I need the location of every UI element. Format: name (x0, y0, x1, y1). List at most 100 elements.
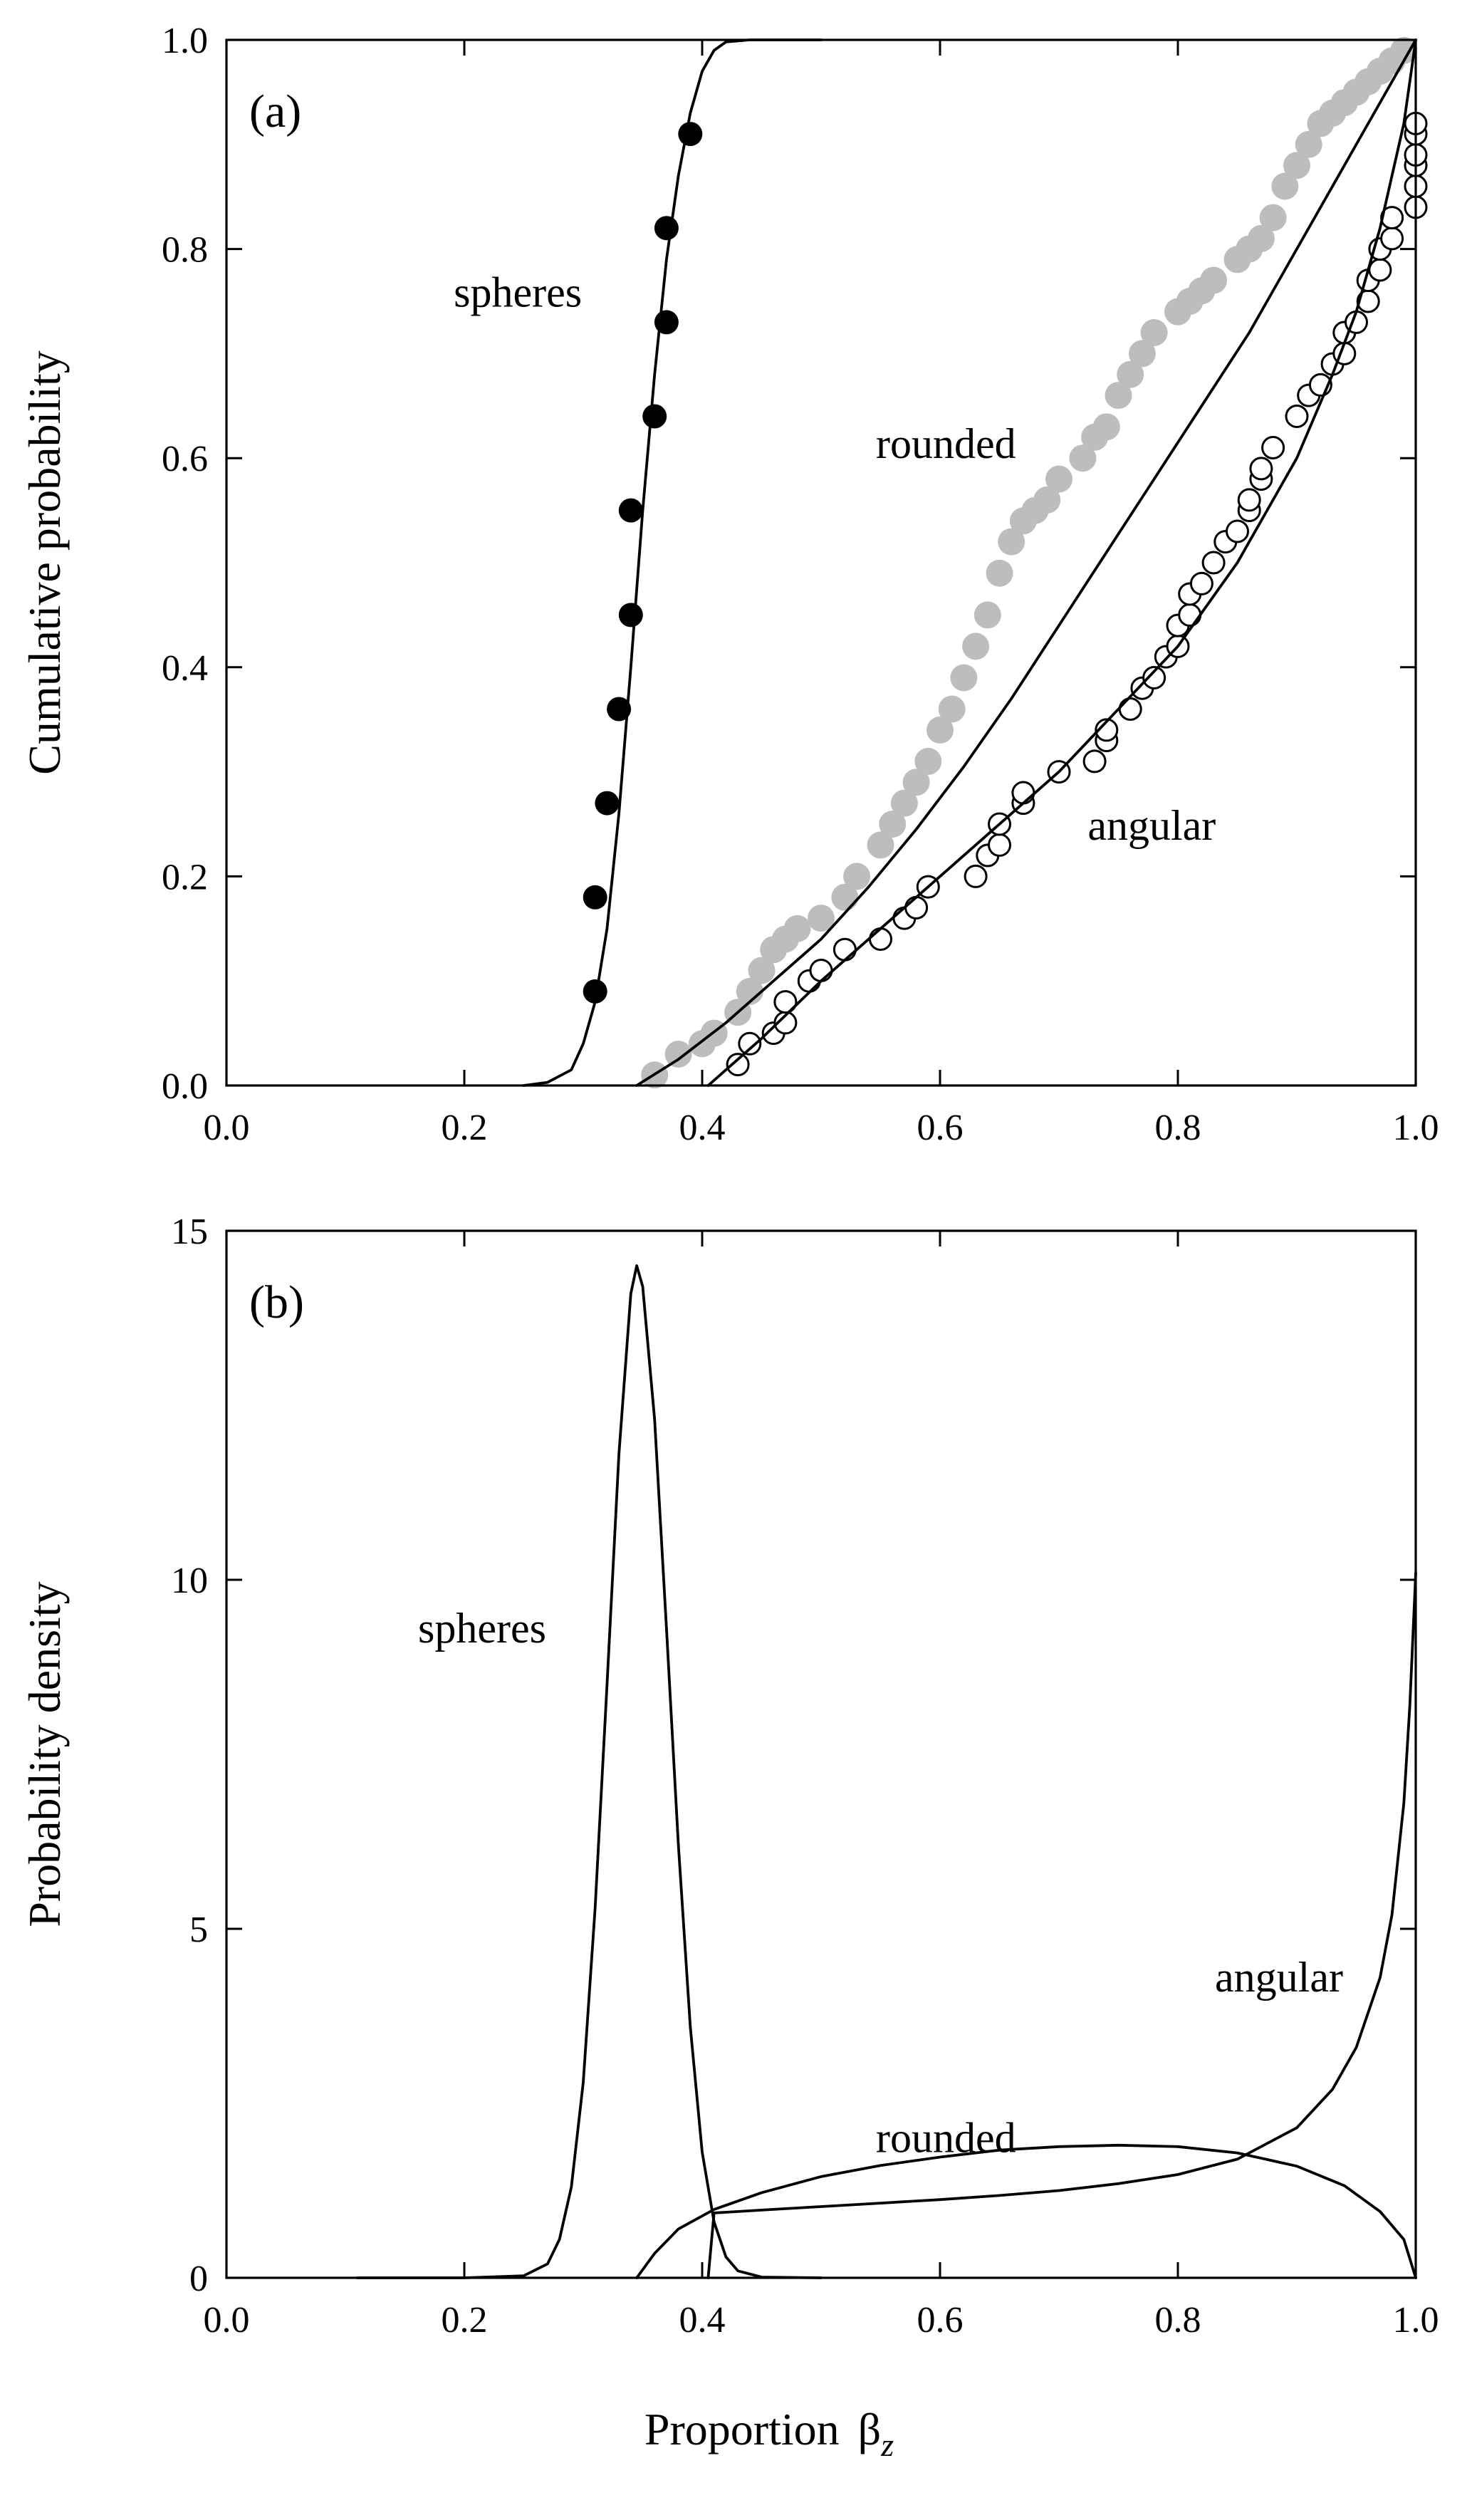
rounded-data-point (879, 811, 907, 838)
x-tick-label: 0.6 (917, 1108, 964, 1148)
spheres-fit-curve (522, 38, 823, 1087)
rounded-data-point (1033, 486, 1061, 514)
angular-data-point (869, 927, 892, 951)
rounded-data-point (664, 1041, 692, 1068)
spheres-density-curve (355, 1264, 823, 2279)
angular-data-point (1237, 488, 1261, 512)
panel-b-annotations: spheres rounded angular (418, 1605, 1343, 2161)
rounded-data-point (950, 664, 978, 692)
angular-data-point (773, 990, 798, 1014)
x-tick-label: 1.0 (1393, 1108, 1439, 1148)
y-tick-label: 0.6 (162, 439, 208, 479)
x-tick-label: 0.0 (204, 2300, 250, 2341)
panel-b-ticks: 0.0 0.2 0.4 0.6 0.8 1.0 0 5 10 15 (171, 1212, 1439, 2341)
x-tick-label: 0.2 (442, 1108, 488, 1148)
rounded-data-point (998, 528, 1025, 556)
rounded-data-point (902, 769, 930, 796)
rounded-data-point (748, 957, 776, 984)
y-tick-label: 15 (171, 1212, 208, 1252)
rounded-data-point (843, 863, 871, 890)
rounded-data-point (1128, 340, 1156, 368)
rounded-data-point (1295, 130, 1322, 158)
angular-data-point (1261, 436, 1285, 459)
rounded-data-point (1271, 172, 1299, 200)
y-tick-label: 0.8 (162, 230, 208, 271)
x-tick-label: 1.0 (1393, 2300, 1439, 2341)
rounded-data-point (962, 632, 990, 660)
panel-a-label: (a) (249, 85, 301, 137)
angular-data-point (1095, 718, 1119, 742)
panel-a-fit-curves (522, 38, 1417, 1087)
annotation-angular: angular (1215, 1954, 1343, 2001)
y-tick-label: 5 (189, 1910, 208, 1950)
panel-b-density-curves (355, 1264, 1417, 2279)
annotation-rounded: rounded (876, 2115, 1016, 2162)
angular-data-point (1178, 603, 1202, 627)
rounded-data-point (1283, 152, 1310, 179)
y-tick-label: 0.4 (162, 648, 208, 689)
rounded-data-point (890, 789, 918, 817)
panel-a-plot-frame (225, 38, 1417, 1087)
angular-data-point (1285, 405, 1309, 428)
angular-data-point (1201, 551, 1226, 575)
rounded-data-point (1259, 204, 1287, 231)
rounded-data-point (986, 559, 1013, 587)
panel-a-annotations: spheres rounded angular (454, 269, 1216, 849)
angular-data-point (1011, 781, 1035, 805)
rounded-data-point (1200, 266, 1228, 294)
rounded-data-point (973, 601, 1001, 629)
spheres-data-point (678, 122, 703, 147)
angular-data-point (1226, 519, 1249, 543)
x-tick-label: 0.4 (679, 1108, 726, 1148)
angular-data-point (726, 1053, 750, 1077)
angular-data-point (964, 864, 988, 888)
angular-data-point (988, 833, 1011, 857)
angular-data-point (1368, 258, 1392, 282)
panel-b-plot-frame (225, 1229, 1417, 2279)
rounded-fit-curve (635, 38, 1417, 1087)
panel-b-y-axis-title: Probability density (19, 1581, 70, 1927)
panel-a-ticks: 0.0 0.2 0.4 0.6 0.8 1.0 0.0 0.2 0.4 0.6 0.8 1.0 (162, 21, 1439, 1148)
angular-data-point (1082, 749, 1107, 774)
x-tick-label: 0.2 (442, 2300, 488, 2341)
spheres-data-point (618, 498, 643, 523)
rounded-data-point (1140, 319, 1168, 346)
rounded-data-point (808, 905, 835, 932)
y-tick-label: 0.2 (162, 857, 208, 897)
x-tick-label: 0.4 (679, 2300, 726, 2341)
x-tick-label: 0.8 (1155, 2300, 1201, 2341)
rounded-data-point (1390, 36, 1418, 64)
annotation-spheres: spheres (454, 269, 582, 316)
rounded-data-point (1117, 360, 1144, 388)
annotation-spheres: spheres (418, 1605, 546, 1652)
spheres-data-point (654, 216, 679, 241)
spheres-data-point (583, 885, 607, 910)
x-tick-label: 0.8 (1155, 1108, 1201, 1148)
annotation-angular: angular (1087, 802, 1216, 849)
x-axis-title: Proportion βz (644, 2404, 894, 2463)
rounded-data-point (1247, 224, 1275, 252)
angular-fit-curve (706, 38, 1417, 1087)
angular-data-point (1249, 457, 1273, 481)
angular-data-point (1380, 227, 1404, 251)
spheres-data-point (618, 603, 643, 628)
x-axis-title-text: Proportion (644, 2404, 840, 2454)
rounded-data-point (736, 977, 763, 1005)
angular-data-point (1189, 571, 1213, 595)
x-axis-title-symbol: β (858, 2404, 882, 2454)
spheres-data-point (607, 697, 632, 722)
angular-data-point (832, 937, 857, 962)
spheres-data-point (583, 979, 607, 1004)
y-tick-label: 1.0 (162, 21, 208, 61)
rounded-data-point (783, 915, 811, 942)
x-tick-label: 0.0 (204, 1108, 250, 1148)
angular-data-point (1142, 666, 1166, 689)
rounded-data-point (1069, 444, 1097, 472)
spheres-data-series (583, 122, 703, 1004)
rounded-data-series (641, 36, 1418, 1089)
panel-a-data-marks (583, 36, 1428, 1089)
rounded-data-point (867, 831, 894, 859)
y-tick-label: 0.0 (162, 1066, 208, 1107)
angular-data-point (1118, 697, 1142, 721)
rounded-data-point (914, 747, 942, 775)
